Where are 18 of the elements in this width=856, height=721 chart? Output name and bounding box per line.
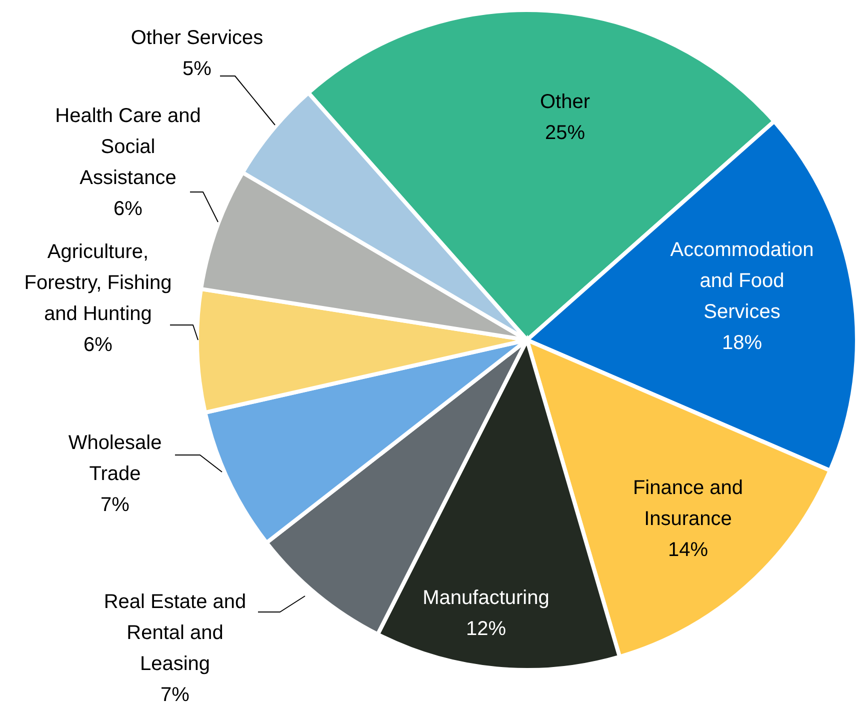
slice-label: Agriculture, Forestry, Fishing and Hunting	[24, 241, 172, 325]
data-label: 6%	[114, 198, 143, 220]
data-label: 6%	[84, 334, 113, 356]
slice-label: Other Services	[130, 27, 264, 49]
slice-label: Accommodation and Food Services	[670, 239, 814, 323]
data-label: 12%	[466, 618, 506, 640]
data-label: 25%	[544, 122, 586, 144]
slice-label: Real Estate and Rental and Leasing	[104, 591, 246, 675]
slice-label: Finance and Insurance	[632, 477, 744, 530]
data-label: 7%	[160, 684, 190, 706]
data-label: 18%	[722, 332, 762, 354]
data-label: 5%	[182, 58, 212, 80]
slice-label: Wholesale Trade	[68, 432, 162, 485]
data-label: 7%	[100, 494, 130, 516]
slice-label: Manufacturing	[422, 587, 550, 609]
slice-label: Health Care and Social Assistance	[55, 105, 201, 189]
slice-label: Other	[540, 91, 590, 113]
data-label: 14%	[668, 539, 708, 561]
